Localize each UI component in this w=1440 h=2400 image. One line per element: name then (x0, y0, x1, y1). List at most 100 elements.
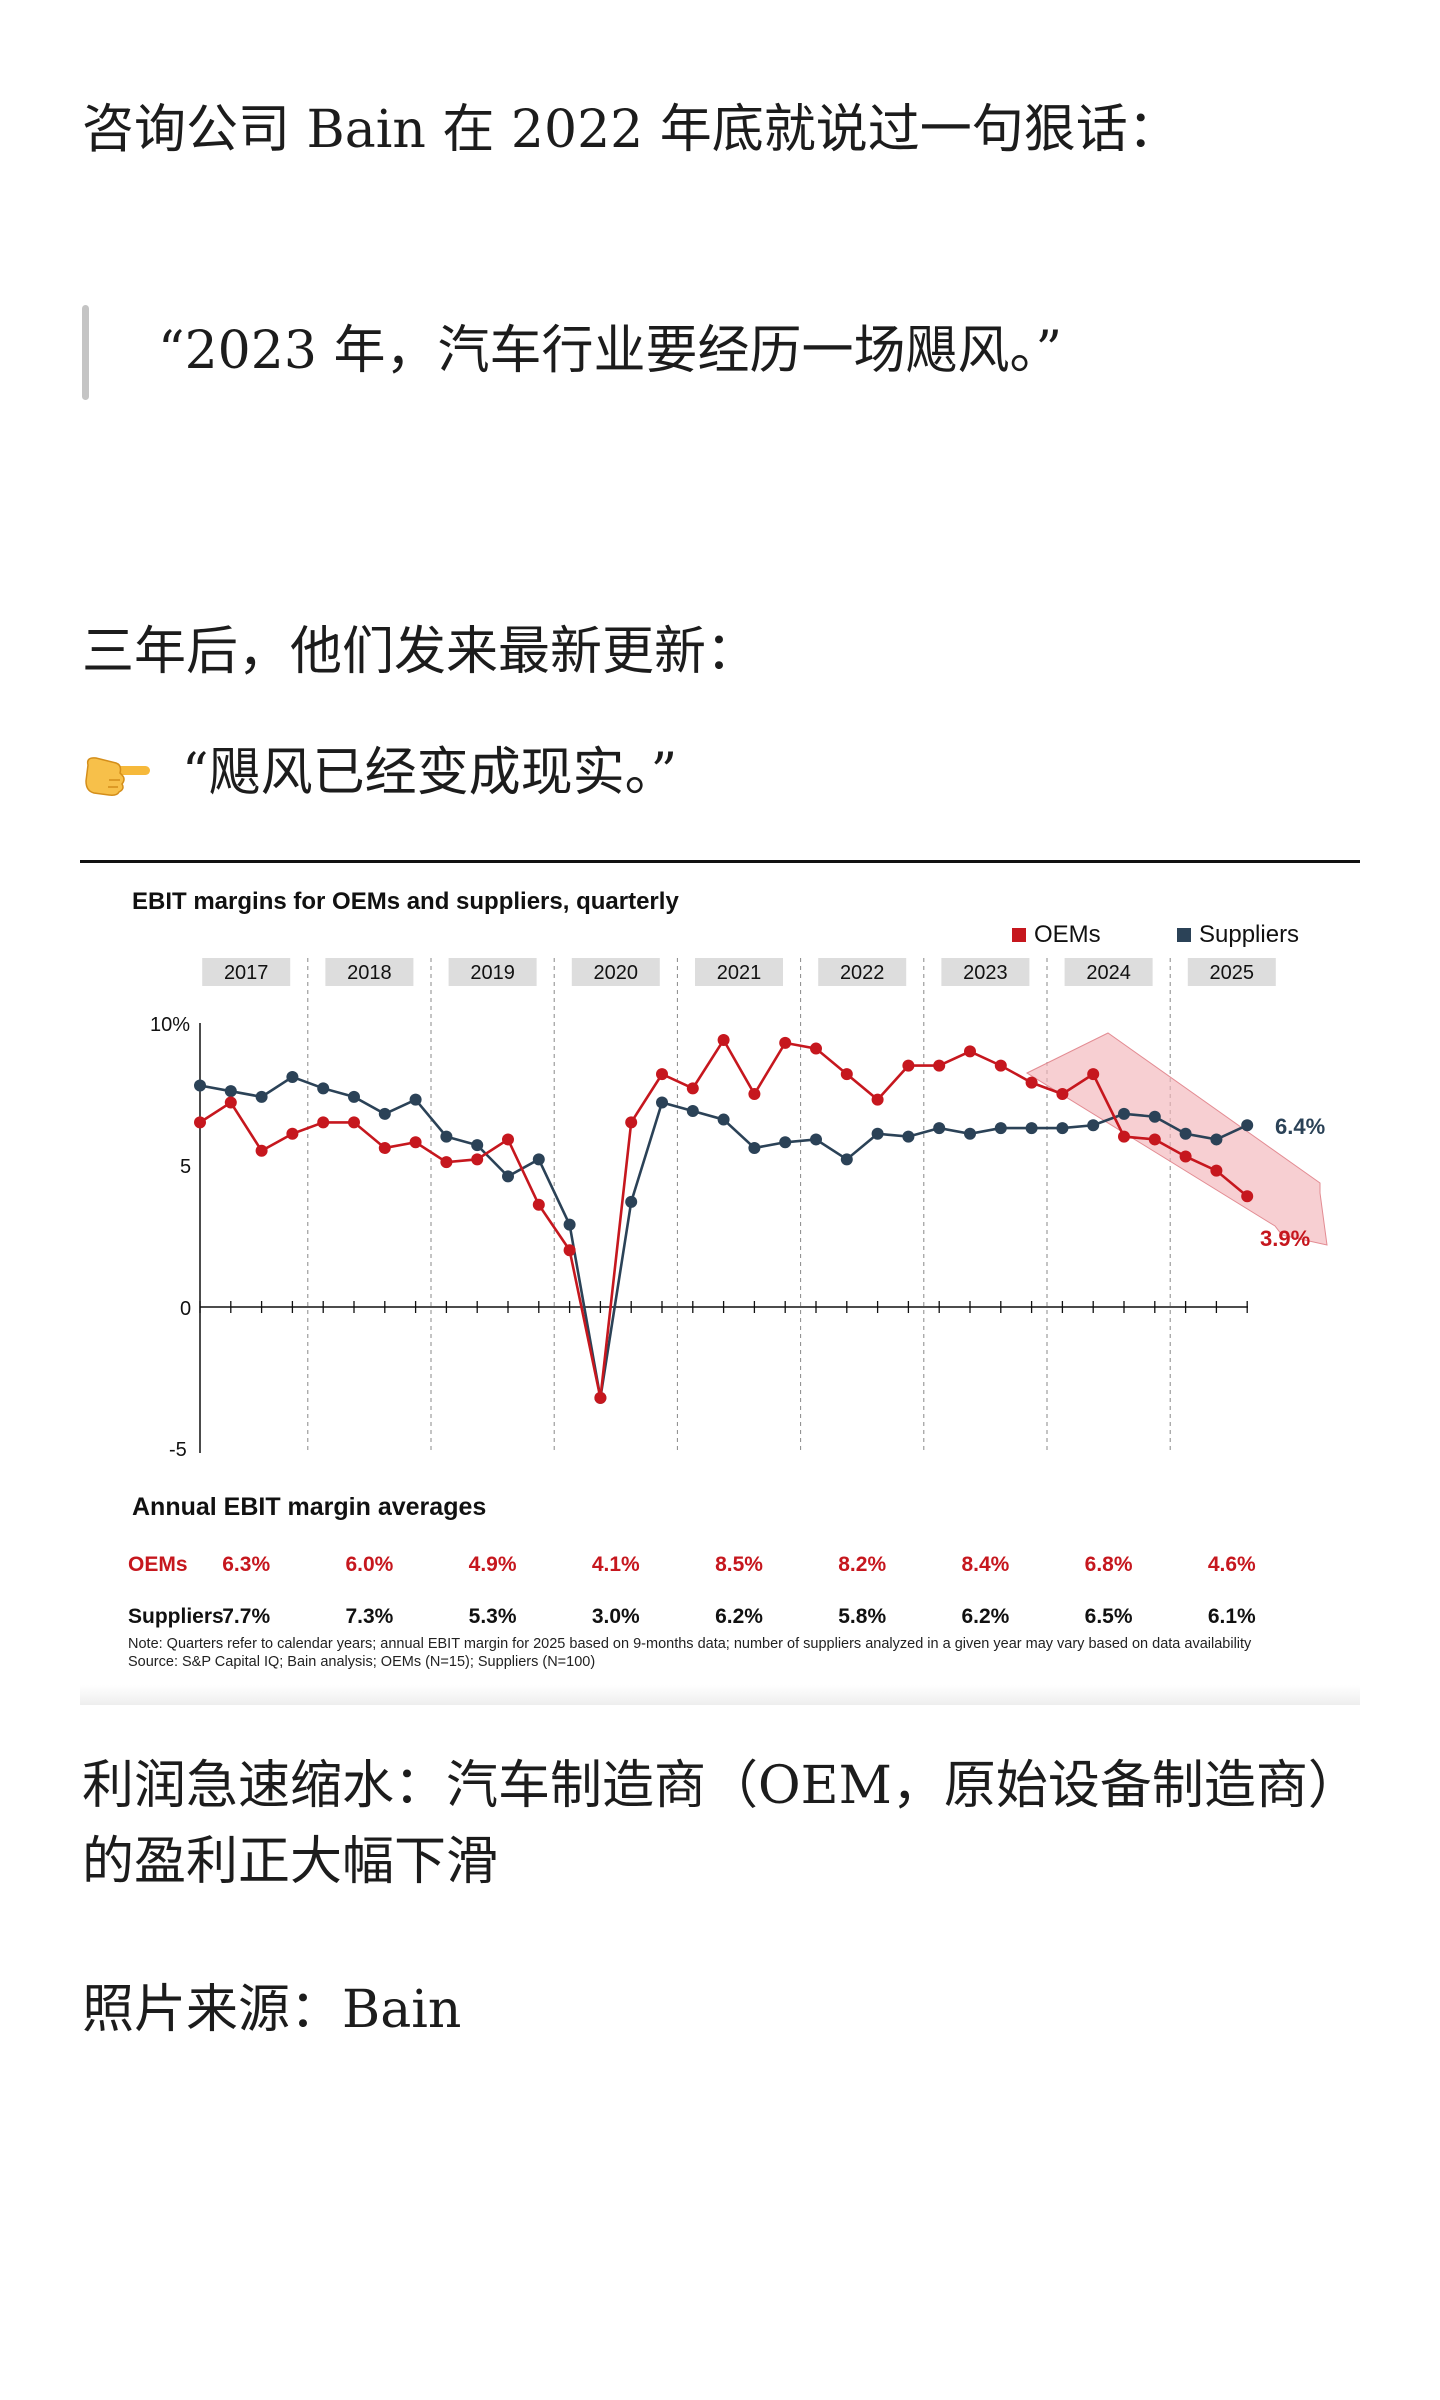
oems-point (378, 1141, 391, 1154)
year-badge-label: 2018 (347, 962, 392, 984)
suppliers-point (255, 1090, 268, 1103)
y-tick-5: 5 (180, 1156, 191, 1178)
oems-point (871, 1093, 884, 1106)
annual-suppliers-value: 5.3% (469, 1605, 517, 1628)
series-layer (194, 1034, 1254, 1404)
annual-oems-value: 4.1% (592, 1553, 640, 1576)
annual-suppliers-value: 7.7% (222, 1605, 270, 1628)
year-badge-box (325, 958, 414, 986)
oems-point (286, 1127, 299, 1140)
annual-oems-value: 6.0% (345, 1553, 393, 1576)
annual-suppliers-value: 7.3% (345, 1605, 393, 1628)
year-badge-label: 2024 (1086, 962, 1131, 984)
annual-oems-value: 4.9% (469, 1553, 517, 1576)
annual-oems-value: 8.5% (715, 1553, 763, 1576)
oems-point (964, 1045, 976, 1058)
y-tick-0: 0 (180, 1298, 191, 1320)
suppliers-point (532, 1153, 545, 1166)
oems-point (409, 1136, 422, 1149)
suppliers-point (471, 1139, 484, 1152)
chart-title: EBIT margins for OEMs and suppliers, qua… (132, 888, 679, 915)
annual-oems-value: 4.6% (1208, 1553, 1256, 1576)
oems-point (563, 1244, 576, 1257)
ebit-chart: EBIT margins for OEMs and suppliers, qua… (80, 860, 1360, 1705)
year-badge-box (818, 958, 907, 986)
oems-point (779, 1036, 792, 1049)
annual-suppliers-value: 6.5% (1085, 1605, 1133, 1628)
year-badge-label: 2022 (840, 962, 885, 984)
suppliers-end-label: 6.4% (1275, 1114, 1325, 1139)
update-paragraph: 三年后，他们发来最新更新： (82, 622, 759, 682)
chart-note: Note: Quarters refer to calendar years; … (128, 1636, 1252, 1652)
annual-suppliers-value: 5.8% (838, 1605, 886, 1628)
chart-canvas: EBIT margins for OEMs and suppliers, qua… (128, 888, 1328, 1670)
annual-suppliers-value: 6.2% (715, 1605, 763, 1628)
suppliers-point (717, 1113, 730, 1126)
annual-suppliers-value: 3.0% (592, 1605, 640, 1628)
oems-point (840, 1068, 853, 1081)
annual-suppliers-value: 6.2% (961, 1605, 1009, 1628)
suppliers-point (871, 1127, 884, 1140)
year-dividers (307, 958, 1171, 1453)
suppliers-point (840, 1153, 853, 1166)
oems-point (440, 1156, 453, 1169)
year-badge-label: 2025 (1210, 962, 1255, 984)
legend-oems-label: OEMs (1034, 921, 1101, 948)
annual-title: Annual EBIT margin averages (132, 1493, 486, 1521)
oems-point (933, 1059, 946, 1072)
suppliers-point (779, 1136, 792, 1149)
suppliers-point (317, 1082, 330, 1095)
image-bottom-fade (80, 1685, 1360, 1705)
year-badge-box (202, 958, 291, 986)
year-badge-box (695, 958, 783, 986)
suppliers-point (1148, 1110, 1161, 1123)
suppliers-point (1179, 1127, 1192, 1140)
year-badge-label: 2017 (224, 962, 269, 984)
year-badge-box (448, 958, 537, 986)
annual-suppliers-value: 6.1% (1208, 1605, 1256, 1628)
oems-point (1087, 1068, 1100, 1081)
oems-point (1025, 1076, 1038, 1089)
oems-point (902, 1059, 915, 1072)
oems-point (502, 1133, 514, 1146)
year-badge-box (1187, 958, 1276, 986)
annual-suppliers-label: Suppliers (128, 1605, 224, 1628)
backhand-index-pointing-right-icon (85, 757, 150, 796)
suppliers-point (563, 1218, 576, 1231)
suppliers-point (1025, 1122, 1038, 1135)
oems-point (348, 1116, 360, 1129)
oems-point (1118, 1130, 1130, 1143)
annual-oems-value: 6.8% (1085, 1553, 1133, 1576)
suppliers-point (348, 1090, 360, 1103)
oems-point (194, 1116, 206, 1129)
annual-values: 6.3% 6.0% 4.9% 4.1% 8.5% 8.2% 8.4% 6.8% 4.6% 7.7%… (222, 1553, 1256, 1628)
suppliers-point (810, 1133, 822, 1146)
oems-point (717, 1034, 730, 1047)
suppliers-point (656, 1096, 668, 1109)
x-ticks (199, 1301, 1248, 1313)
legend-oems-swatch (1012, 928, 1026, 942)
suppliers-point (686, 1105, 699, 1118)
suppliers-point (1056, 1122, 1069, 1135)
oems-point (810, 1042, 822, 1055)
suppliers-point (933, 1122, 946, 1135)
suppliers-point (1241, 1119, 1254, 1132)
intro-paragraph: 咨询公司 Bain 在 2022 年底就说过一句狠话： (82, 100, 1180, 160)
oems-point (1241, 1190, 1254, 1203)
trend-highlight-arrow (1025, 1032, 1328, 1246)
year-badge-label: 2021 (717, 962, 762, 984)
oems-point (1056, 1088, 1069, 1100)
oems-point (471, 1153, 484, 1166)
oems-point (224, 1096, 237, 1109)
year-badge-box (1064, 958, 1153, 986)
oems-point (1148, 1133, 1161, 1146)
suppliers-point (286, 1070, 299, 1083)
blockquote-text: “2023 年，汽车行业要经历一场飓风。” (158, 321, 1063, 381)
y-tick-10: 10% (150, 1014, 190, 1036)
quote-text: “飓风已经变成现实。” (182, 743, 678, 803)
suppliers-point (440, 1130, 453, 1143)
oems-point (686, 1082, 699, 1095)
y-tick-minus-5: -5 (169, 1439, 187, 1461)
suppliers-point (964, 1127, 976, 1140)
annual-oems-value: 8.2% (838, 1553, 886, 1576)
